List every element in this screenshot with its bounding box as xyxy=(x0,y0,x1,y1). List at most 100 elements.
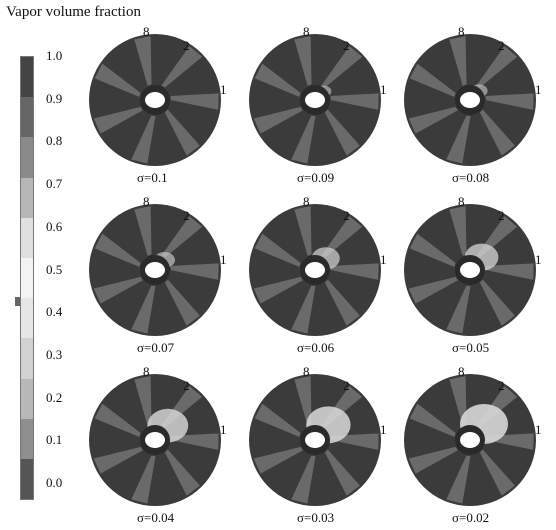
impeller-blade xyxy=(321,216,363,258)
blade-number-label: 1 xyxy=(220,82,227,97)
scale-tick-label: 0.4 xyxy=(46,304,63,320)
impeller-render xyxy=(89,204,221,336)
scale-tick-label: 0.1 xyxy=(46,432,63,448)
sigma-caption: σ=0.05 xyxy=(452,340,490,355)
impeller-blade xyxy=(479,109,515,156)
blade-number-label: 8 xyxy=(303,364,310,379)
impeller-blade xyxy=(134,36,152,86)
color-band xyxy=(21,378,33,419)
impeller-blade xyxy=(164,109,200,156)
sigma-caption: σ=0.1 xyxy=(137,170,168,185)
impeller-blade xyxy=(254,63,301,97)
impeller-render xyxy=(89,374,221,506)
impeller-blade xyxy=(408,446,458,474)
impeller-blade xyxy=(449,376,467,426)
impeller-blade xyxy=(254,233,301,267)
impeller-blade xyxy=(330,93,379,110)
impeller-blade xyxy=(446,115,471,164)
impeller-blade xyxy=(93,106,143,134)
blade-number-label: 1 xyxy=(535,82,542,97)
impeller-blade xyxy=(291,115,316,164)
impeller-blade xyxy=(409,233,456,267)
impeller-blade xyxy=(446,455,471,504)
impeller-blade xyxy=(321,46,363,88)
impeller-blade xyxy=(170,263,219,280)
hub-hole xyxy=(460,432,480,448)
blade-number-label: 2 xyxy=(498,378,505,393)
impeller-render xyxy=(249,374,381,506)
impeller-blade xyxy=(446,285,471,334)
impeller-blade xyxy=(94,63,141,97)
scale-tick-label: 0.8 xyxy=(46,133,63,149)
impeller-blade xyxy=(294,36,312,86)
impeller-blade xyxy=(254,403,301,437)
scale-tick-label: 0.9 xyxy=(46,90,63,106)
hub-hole xyxy=(305,92,325,108)
impeller-blade xyxy=(253,446,303,474)
impeller-blade xyxy=(134,206,152,256)
scale-tick-label: 0.3 xyxy=(46,346,63,362)
impeller-render xyxy=(404,204,536,336)
blade-number-label: 1 xyxy=(380,252,387,267)
blade-number-label: 8 xyxy=(143,364,150,379)
blade-number-label: 1 xyxy=(220,252,227,267)
impeller-panel: 8 2 1 σ=0.06 xyxy=(245,188,395,358)
impeller-blade xyxy=(330,263,379,280)
color-band xyxy=(21,97,33,138)
blade-number-label: 2 xyxy=(183,208,190,223)
sigma-caption: σ=0.08 xyxy=(452,170,490,185)
blade-number-label: 8 xyxy=(303,194,310,209)
impeller-blade xyxy=(479,279,515,326)
blade-number-label: 8 xyxy=(458,364,465,379)
impeller-blade xyxy=(164,449,200,496)
impeller-panel: 8 2 1 σ=0.04 xyxy=(85,358,235,528)
blade-number-label: 8 xyxy=(143,194,150,209)
impeller-render xyxy=(249,204,381,336)
impeller-blade xyxy=(94,403,141,437)
color-band xyxy=(21,418,33,459)
impeller-panel: 8 2 1 σ=0.07 xyxy=(85,188,235,358)
impeller-blade xyxy=(294,206,312,256)
impeller-blade xyxy=(291,455,316,504)
impeller-blade xyxy=(93,276,143,304)
impeller-blade xyxy=(131,285,156,334)
impeller-blade xyxy=(170,433,219,450)
scale-tick-label: 1.0 xyxy=(46,48,63,63)
blade-number-label: 2 xyxy=(183,38,190,53)
sigma-caption: σ=0.03 xyxy=(297,510,335,525)
impeller-blade xyxy=(253,106,303,134)
color-band xyxy=(21,338,33,379)
impeller-render xyxy=(404,34,536,166)
impeller-blade xyxy=(291,285,316,334)
blade-number-label: 2 xyxy=(498,38,505,53)
sigma-caption: σ=0.07 xyxy=(137,340,175,355)
blade-number-label: 8 xyxy=(458,194,465,209)
scale-tick-label: 0.7 xyxy=(46,176,63,192)
impeller-blade xyxy=(161,46,203,88)
color-band xyxy=(21,137,33,178)
impeller-blade xyxy=(324,109,360,156)
hub-hole xyxy=(305,262,325,278)
blade-number-label: 1 xyxy=(220,422,227,437)
hub-hole xyxy=(460,92,480,108)
color-band xyxy=(21,298,33,339)
hub-hole xyxy=(145,92,165,108)
impeller-blade xyxy=(408,106,458,134)
blade-number-label: 2 xyxy=(343,208,350,223)
impeller-panel: 8 2 1 σ=0.05 xyxy=(400,188,550,358)
impeller-blade xyxy=(161,216,203,258)
impeller-render xyxy=(404,374,536,506)
impeller-blade xyxy=(485,263,534,280)
impeller-blade xyxy=(408,276,458,304)
color-band xyxy=(21,177,33,218)
blade-number-label: 1 xyxy=(380,422,387,437)
blade-number-label: 1 xyxy=(535,252,542,267)
hub-hole xyxy=(145,432,165,448)
impeller-blade xyxy=(449,36,467,86)
hub-hole xyxy=(145,262,165,278)
impeller-blade xyxy=(294,376,312,426)
blade-number-label: 2 xyxy=(343,378,350,393)
impeller-render xyxy=(89,34,221,166)
impeller-blade xyxy=(131,455,156,504)
impeller-blade xyxy=(164,279,200,326)
